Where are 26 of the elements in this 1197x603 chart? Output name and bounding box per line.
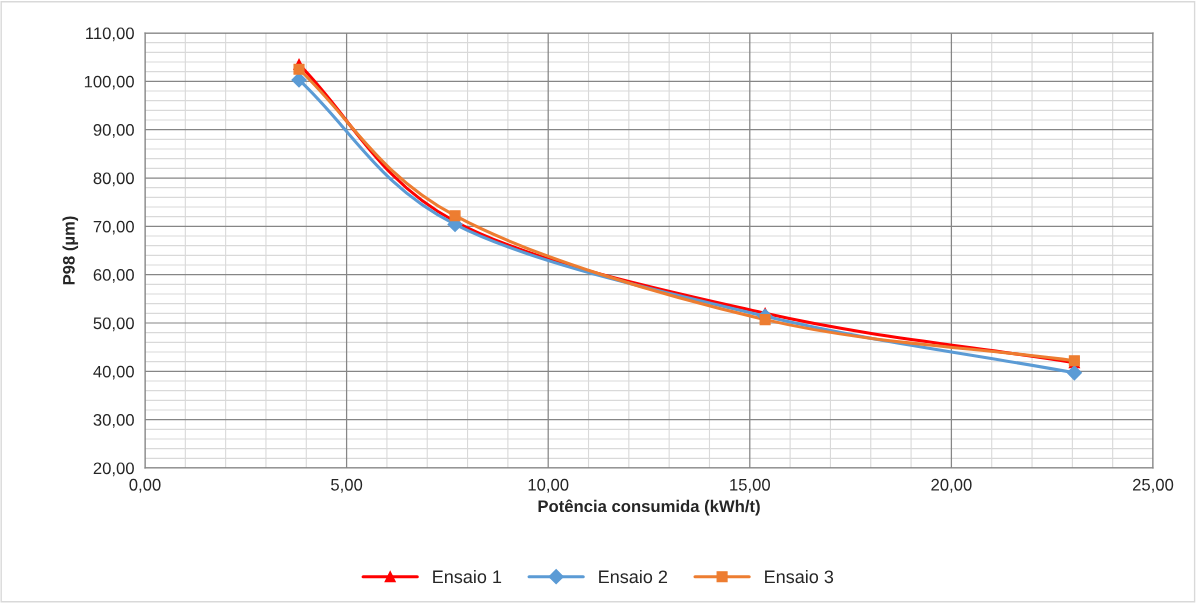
y-tick-label: 70,00 <box>93 220 134 235</box>
x-tick-label: 25,00 <box>1132 478 1174 493</box>
point <box>1066 365 1082 381</box>
y-tick-label: 20,00 <box>93 462 134 477</box>
legend-label: Ensaio 2 <box>599 569 668 584</box>
point <box>293 63 305 75</box>
legend-label: Ensaio 1 <box>433 569 502 584</box>
y-tick-label: 100,00 <box>84 75 134 90</box>
y-tick-label: 80,00 <box>93 172 134 187</box>
y-tick-label: 40,00 <box>93 365 134 380</box>
x-tick-label: 0,00 <box>129 478 161 493</box>
x-tick-label: 15,00 <box>730 478 770 493</box>
y-tick-label: 30,00 <box>93 414 134 428</box>
point <box>759 314 771 326</box>
y-tick-label: 90,00 <box>93 124 134 138</box>
x-tick-label: 5,00 <box>331 478 363 493</box>
x-tick-label: 10,00 <box>528 478 569 493</box>
point <box>291 72 307 88</box>
y-tick-label: 60,00 <box>93 269 134 283</box>
x-tick-label: 20,00 <box>931 478 972 493</box>
y-axis-title: P98 (µm) <box>62 216 79 285</box>
x-axis-title: Potência consumida (kWh/t) <box>538 499 760 516</box>
point <box>449 210 461 222</box>
y-tick-label: 50,00 <box>93 317 134 332</box>
legend-label: Ensaio 3 <box>765 569 834 584</box>
y-tick-label: 110,00 <box>86 27 134 42</box>
